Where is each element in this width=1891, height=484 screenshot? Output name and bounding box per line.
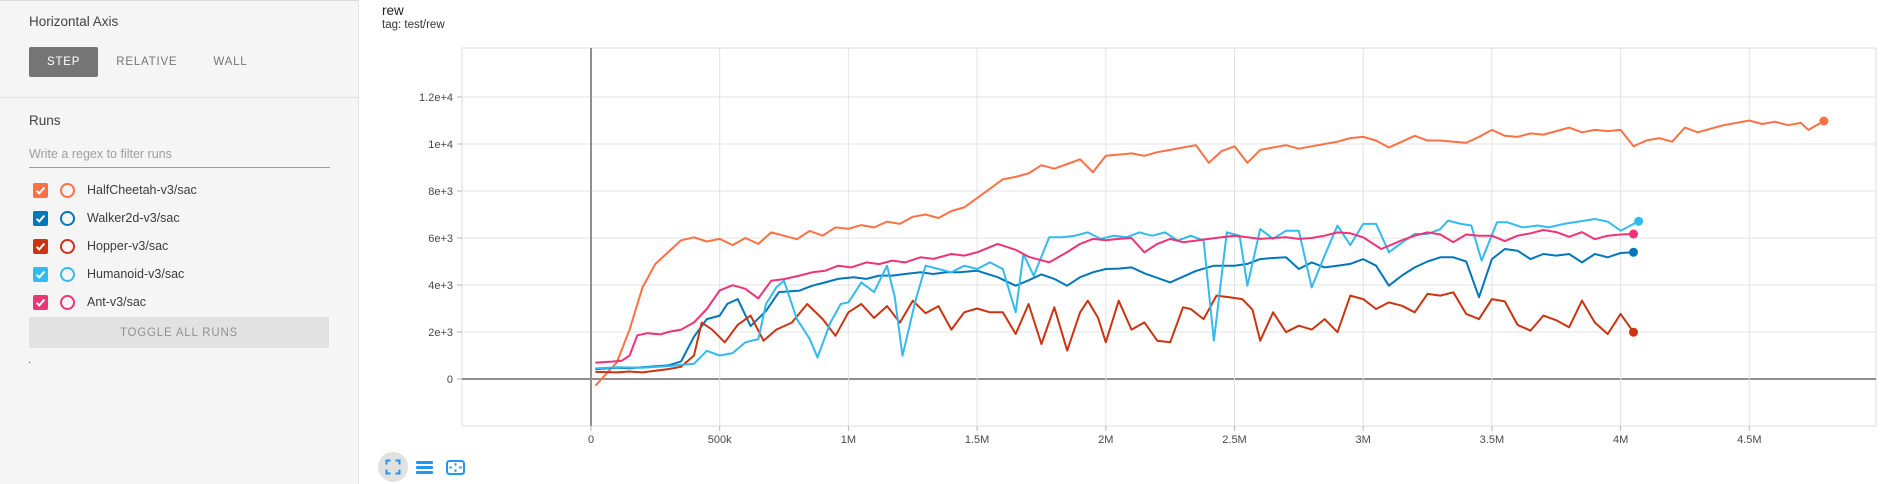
expand-icon <box>385 459 401 475</box>
series-end-dot-halfcheetah[interactable] <box>1819 116 1829 126</box>
run-row-walker2d[interactable]: Walker2d-v3/sac <box>0 204 358 232</box>
y-tick-label-6e+3: 6e+3 <box>428 233 453 245</box>
checkmark-icon <box>35 270 46 279</box>
x-tick-label-4M: 4M <box>1613 434 1628 446</box>
x-tick-label-2.5M: 2.5M <box>1222 434 1246 446</box>
run-label-hopper: Hopper-v3/sac <box>87 239 169 253</box>
checkmark-icon <box>35 298 46 307</box>
run-checkbox-humanoid-checked[interactable] <box>33 266 48 282</box>
checkmark-icon <box>35 214 46 223</box>
series-end-dot-walker2d[interactable] <box>1629 247 1638 257</box>
run-row-ant[interactable]: Ant-v3/sac <box>0 288 358 316</box>
run-color-circle-ant[interactable] <box>60 294 75 310</box>
series-end-dot-humanoid[interactable] <box>1634 216 1644 226</box>
fit-data-icon-button[interactable] <box>440 452 470 482</box>
fit-data-icon <box>445 459 465 475</box>
series-line-halfcheetah[interactable] <box>595 119 1825 386</box>
run-checkbox-walker2d-checked[interactable] <box>33 210 48 226</box>
y-tick-label-1e+4: 1e+4 <box>428 139 453 151</box>
y-tick-label-2e+3: 2e+3 <box>428 327 453 339</box>
run-color-circle-walker2d[interactable] <box>60 210 75 226</box>
checkmark-icon <box>35 186 46 195</box>
axis-mode-relative-button[interactable]: RELATIVE <box>98 47 195 77</box>
axis-mode-step-button[interactable]: STEP <box>29 47 99 77</box>
chart-toolbar <box>378 452 470 482</box>
run-color-circle-humanoid[interactable] <box>60 266 75 282</box>
chart-title: rew <box>382 3 404 18</box>
series-line-ant[interactable] <box>595 229 1635 364</box>
x-tick-label-3M: 3M <box>1356 434 1371 446</box>
checkmark-icon <box>35 242 46 251</box>
run-row-hopper[interactable]: Hopper-v3/sac <box>0 232 358 260</box>
series-end-dot-ant[interactable] <box>1629 229 1638 239</box>
run-color-circle-hopper[interactable] <box>60 238 75 254</box>
run-row-halfcheetah[interactable]: HalfCheetah-v3/sac <box>0 176 358 204</box>
run-filter-input[interactable] <box>29 141 330 168</box>
axis-mode-button-group: STEP RELATIVE WALL <box>29 47 266 77</box>
runs-list-icon <box>415 460 433 474</box>
run-label-walker2d: Walker2d-v3/sac <box>87 211 180 225</box>
run-row-humanoid[interactable]: Humanoid-v3/sac <box>0 260 358 288</box>
series-line-hopper[interactable] <box>595 291 1635 374</box>
y-tick-label-1.2e+4: 1.2e+4 <box>419 92 453 104</box>
y-tick-label-4e+3: 4e+3 <box>428 280 453 292</box>
runs-title: Runs <box>29 113 61 128</box>
x-tick-label-1M: 1M <box>841 434 856 446</box>
runs-list-icon-button[interactable] <box>409 452 439 482</box>
run-checkbox-ant-checked[interactable] <box>33 294 48 310</box>
series-line-humanoid[interactable] <box>595 218 1640 370</box>
expand-icon-button[interactable] <box>378 452 408 482</box>
run-checkbox-hopper-checked[interactable] <box>33 238 48 254</box>
series-end-dot-hopper[interactable] <box>1629 327 1638 337</box>
run-label-ant: Ant-v3/sac <box>87 295 147 309</box>
x-tick-label-0: 0 <box>588 434 594 446</box>
x-tick-label-500k: 500k <box>708 434 732 446</box>
x-tick-label-4.5M: 4.5M <box>1737 434 1761 446</box>
axis-mode-wall-button[interactable]: WALL <box>195 47 265 77</box>
x-tick-label-2M: 2M <box>1098 434 1113 446</box>
run-label-humanoid: Humanoid-v3/sac <box>87 267 185 281</box>
toggle-all-runs-button[interactable]: TOGGLE ALL RUNS <box>29 317 329 348</box>
y-tick-label-8e+3: 8e+3 <box>428 186 453 198</box>
x-tick-label-1.5M: 1.5M <box>965 434 989 446</box>
run-checkbox-halfcheetah-checked[interactable] <box>33 182 48 198</box>
y-tick-label-0: 0 <box>447 374 453 386</box>
sidebar-divider <box>0 97 358 98</box>
run-label-halfcheetah: HalfCheetah-v3/sac <box>87 183 197 197</box>
x-tick-label-3.5M: 3.5M <box>1480 434 1504 446</box>
sidebar-footnote: . <box>28 354 32 366</box>
plot-border <box>461 47 1877 427</box>
run-color-circle-halfcheetah[interactable] <box>60 182 75 198</box>
horizontal-axis-title: Horizontal Axis <box>29 14 119 29</box>
chart-tag: tag: test/rew <box>382 19 445 31</box>
series-line-walker2d[interactable] <box>595 248 1635 371</box>
runs-list: HalfCheetah-v3/sac Walker2d-v3/sac Hopper-… <box>0 176 358 316</box>
